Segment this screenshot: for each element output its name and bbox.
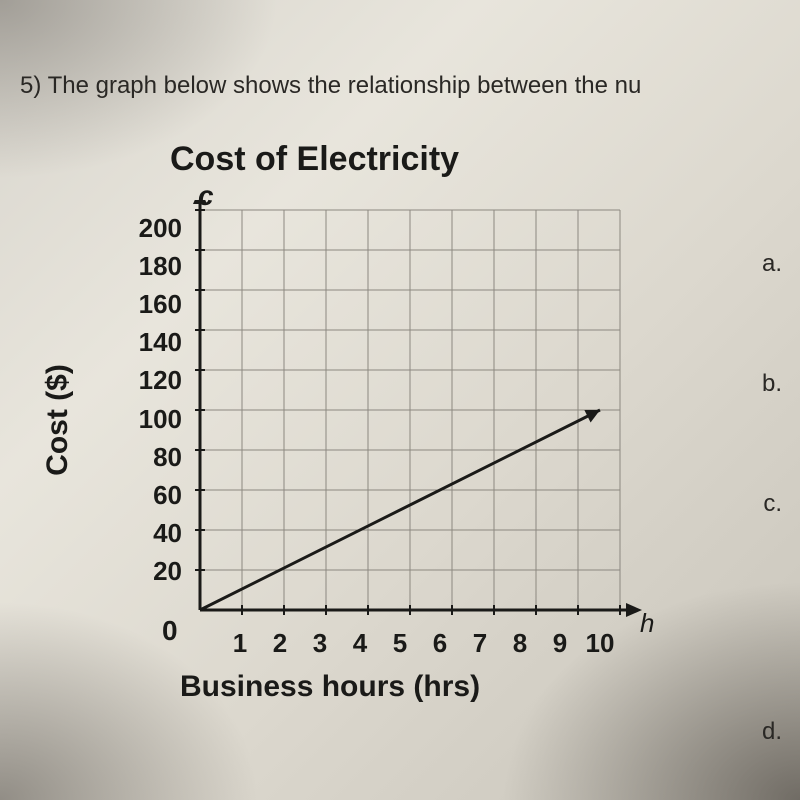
chart-axes <box>193 200 642 617</box>
y-tick-label: 160 <box>112 289 182 320</box>
x-tick-label: 10 <box>585 628 615 659</box>
x-tick-label: 5 <box>385 628 415 659</box>
x-tick-label: 9 <box>545 628 575 659</box>
x-tick-label: 8 <box>505 628 535 659</box>
question-number: 5) <box>20 72 41 99</box>
answer-option-c: c. <box>763 490 782 518</box>
chart-svg <box>190 200 650 640</box>
x-tick-label: 2 <box>265 628 295 659</box>
answer-option-b: b. <box>762 370 782 398</box>
origin-label: 0 <box>162 615 178 647</box>
x-tick-label: 7 <box>465 628 495 659</box>
paper-background: 5) The graph below shows the relationshi… <box>0 0 800 800</box>
y-tick-label: 60 <box>112 480 182 511</box>
y-tick-label: 80 <box>112 442 182 473</box>
question-text: 5) The graph below shows the relationshi… <box>20 72 641 100</box>
y-tick-label: 180 <box>112 251 182 282</box>
question-body: The graph below shows the relationship b… <box>48 72 642 99</box>
answer-option-d: d. <box>762 718 782 746</box>
y-tick-label: 20 <box>112 556 182 587</box>
x-axis-label: Business hours (hrs) <box>180 670 480 704</box>
x-tick-label: 6 <box>425 628 455 659</box>
chart-title: Cost of Electricity <box>170 140 459 179</box>
chart-grid <box>200 210 620 610</box>
x-tick-label: 1 <box>225 628 255 659</box>
y-tick-label: 40 <box>112 518 182 549</box>
answer-option-a: a. <box>762 250 782 278</box>
y-axis-label: Cost ($) <box>41 364 75 476</box>
chart-line <box>200 410 600 610</box>
y-tick-label: 140 <box>112 327 182 358</box>
y-tick-label: 200 <box>112 213 182 244</box>
y-tick-label: 120 <box>112 365 182 396</box>
x-tick-label: 4 <box>345 628 375 659</box>
x-tick-label: 3 <box>305 628 335 659</box>
y-tick-label: 100 <box>112 404 182 435</box>
